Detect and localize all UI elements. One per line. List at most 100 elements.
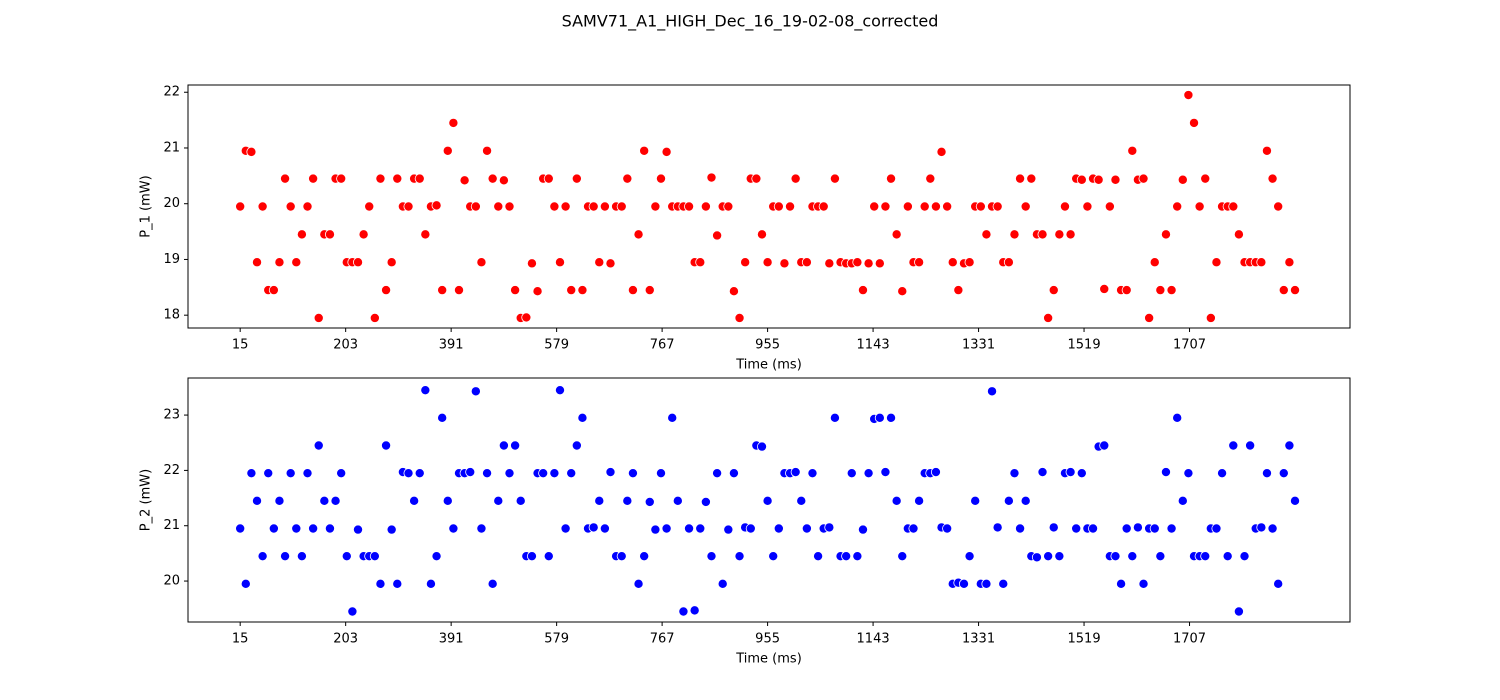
- point: [1071, 523, 1082, 534]
- point: [1256, 257, 1267, 268]
- point: [650, 201, 661, 212]
- point: [588, 201, 599, 212]
- point: [633, 578, 644, 589]
- point: [324, 229, 335, 240]
- point: [336, 173, 347, 184]
- point: [987, 386, 998, 397]
- point: [543, 551, 554, 562]
- point: [891, 495, 902, 506]
- point: [622, 495, 633, 506]
- point: [942, 201, 953, 212]
- x-tick-label: 1707: [1173, 338, 1206, 353]
- x-tick-label: 955: [755, 632, 780, 647]
- point: [768, 551, 779, 562]
- point: [1183, 468, 1194, 479]
- point: [914, 257, 925, 268]
- point: [723, 524, 734, 535]
- point: [734, 551, 745, 562]
- point: [347, 606, 358, 617]
- point: [1088, 523, 1099, 534]
- point: [1177, 174, 1188, 185]
- point: [308, 173, 319, 184]
- point: [863, 258, 874, 269]
- point: [1284, 440, 1295, 451]
- point: [678, 606, 689, 617]
- point: [1189, 117, 1200, 128]
- point: [936, 146, 947, 157]
- point: [521, 312, 532, 323]
- point: [785, 201, 796, 212]
- point: [487, 173, 498, 184]
- point: [252, 495, 263, 506]
- point: [1104, 201, 1115, 212]
- point: [1009, 229, 1020, 240]
- point: [577, 412, 588, 423]
- point: [1278, 468, 1289, 479]
- point: [689, 605, 700, 616]
- point: [807, 468, 818, 479]
- point: [779, 258, 790, 269]
- x-tick-label: 767: [650, 632, 675, 647]
- point: [919, 201, 930, 212]
- point: [543, 173, 554, 184]
- point: [897, 551, 908, 562]
- point: [1194, 201, 1205, 212]
- point: [381, 440, 392, 451]
- point: [829, 173, 840, 184]
- point: [381, 285, 392, 296]
- point: [498, 440, 509, 451]
- point: [1059, 201, 1070, 212]
- point: [1155, 285, 1166, 296]
- point: [712, 230, 723, 241]
- point: [454, 285, 465, 296]
- point: [970, 495, 981, 506]
- point: [695, 257, 706, 268]
- point: [386, 257, 397, 268]
- x-tick-label: 391: [439, 338, 464, 353]
- point: [1020, 495, 1031, 506]
- point: [992, 201, 1003, 212]
- point: [498, 175, 509, 186]
- point: [510, 285, 521, 296]
- point: [403, 201, 414, 212]
- point: [633, 229, 644, 240]
- y-tick-label: 20: [163, 196, 180, 211]
- point: [773, 523, 784, 534]
- point: [599, 201, 610, 212]
- x-tick-label: 1331: [962, 338, 995, 353]
- point: [857, 524, 868, 535]
- point: [291, 257, 302, 268]
- point: [706, 551, 717, 562]
- point: [409, 495, 420, 506]
- point: [594, 257, 605, 268]
- x-tick-label: 1519: [1068, 632, 1101, 647]
- point: [914, 495, 925, 506]
- point: [751, 173, 762, 184]
- point: [790, 173, 801, 184]
- point: [437, 412, 448, 423]
- point: [1093, 174, 1104, 185]
- point: [549, 201, 560, 212]
- point: [1290, 495, 1301, 506]
- point: [1043, 551, 1054, 562]
- point: [1015, 523, 1026, 534]
- x-tick-label: 579: [544, 338, 569, 353]
- point: [353, 257, 364, 268]
- point: [981, 229, 992, 240]
- point: [1267, 173, 1278, 184]
- point: [1121, 285, 1132, 296]
- point: [257, 551, 268, 562]
- point: [644, 285, 655, 296]
- point: [1228, 201, 1239, 212]
- point: [605, 467, 616, 478]
- point: [880, 201, 891, 212]
- point: [852, 551, 863, 562]
- point: [425, 578, 436, 589]
- point: [706, 172, 717, 183]
- point: [442, 495, 453, 506]
- point: [375, 578, 386, 589]
- point: [1048, 522, 1059, 533]
- point: [756, 229, 767, 240]
- point: [684, 523, 695, 534]
